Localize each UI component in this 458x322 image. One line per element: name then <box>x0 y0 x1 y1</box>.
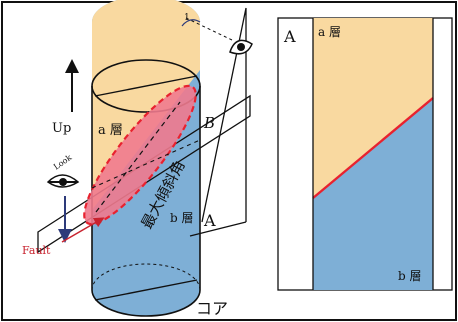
up-label: Up <box>52 121 71 136</box>
plane-a-base <box>189 221 247 237</box>
layer-b-label-left: b 層 <box>170 211 194 225</box>
core-label: コア <box>196 299 228 318</box>
eye-icon-top <box>229 39 253 55</box>
plane-a <box>201 7 247 223</box>
section-layer-a <box>313 18 433 198</box>
top-view-line <box>185 17 233 41</box>
horizontal-dashed-line <box>91 139 201 189</box>
section-fault-line <box>312 97 434 199</box>
core-bottom-front <box>91 289 201 317</box>
eye-icon <box>46 174 80 188</box>
top-symbol: 1 <box>184 13 190 23</box>
plane-b-label: B <box>203 114 215 132</box>
core-bottom-diameter <box>94 279 198 301</box>
core-top-diameter <box>94 75 198 97</box>
plane-b <box>37 94 251 254</box>
plane-a-label-right: A <box>283 27 296 46</box>
plane-a-label-left: A <box>203 211 216 230</box>
core-bottom-back <box>91 263 201 291</box>
layer-a-label-right: a 層 <box>318 25 341 39</box>
fault-arrow-icon <box>61 217 105 243</box>
fault-label: Fault <box>22 244 51 257</box>
left-panel: 最大傾斜角 Up a 層 Look Fault b 層 A B 1 コア <box>22 0 253 318</box>
right-panel: A a 層 b 層 <box>277 17 453 291</box>
top-angle-arc <box>181 19 201 27</box>
layer-b-label-right: b 層 <box>398 269 422 283</box>
layer-a-label-left: a 層 <box>98 123 123 138</box>
